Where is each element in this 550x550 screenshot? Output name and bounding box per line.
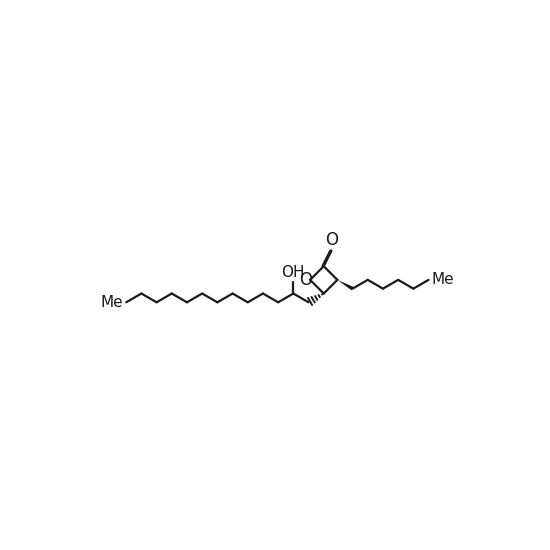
Polygon shape [337, 280, 354, 290]
Text: OH: OH [282, 265, 305, 280]
Text: O: O [299, 271, 312, 289]
Text: O: O [326, 230, 338, 249]
Text: Me: Me [101, 295, 123, 310]
Text: Me: Me [432, 272, 454, 287]
